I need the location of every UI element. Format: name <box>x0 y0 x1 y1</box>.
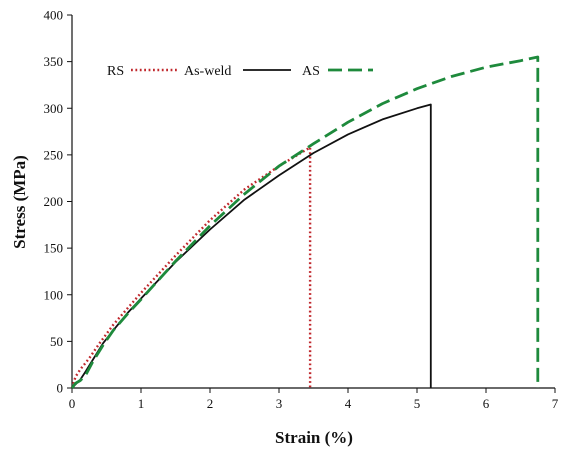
y-tick-label: 400 <box>44 8 64 23</box>
y-axis-title: Stress (MPa) <box>10 155 29 249</box>
y-tick-label: 100 <box>44 287 64 302</box>
series-layer <box>70 55 540 389</box>
y-tick-label: 250 <box>44 147 64 162</box>
y-tick-label: 150 <box>44 241 64 256</box>
series-line-as-weld <box>71 103 432 389</box>
x-tick-label: 7 <box>552 396 559 411</box>
legend-label-as-weld: As-weld <box>184 64 231 79</box>
legend: RS As-weld AS <box>107 64 373 79</box>
x-axis-ticks: 0 1 2 3 4 5 6 7 <box>69 388 559 411</box>
x-tick-label: 0 <box>69 396 76 411</box>
y-tick-label: 0 <box>57 381 64 396</box>
legend-label-as: AS <box>302 64 320 79</box>
y-axis-ticks: 0 50 100 150 200 250 300 350 400 <box>44 8 72 396</box>
x-tick-label: 6 <box>483 396 490 411</box>
x-tick-label: 2 <box>207 396 214 411</box>
y-tick-label: 200 <box>44 194 64 209</box>
x-axis-title: Strain (%) <box>275 428 353 447</box>
y-tick-label: 300 <box>44 101 64 116</box>
x-tick-label: 3 <box>276 396 283 411</box>
y-tick-label: 50 <box>50 334 63 349</box>
series-line-rs <box>70 146 312 389</box>
legend-label-rs: RS <box>107 64 124 79</box>
y-tick-label: 350 <box>44 54 64 69</box>
x-tick-label: 5 <box>414 396 421 411</box>
x-tick-label: 4 <box>345 396 352 411</box>
series-line-as <box>70 55 540 389</box>
x-tick-label: 1 <box>138 396 145 411</box>
